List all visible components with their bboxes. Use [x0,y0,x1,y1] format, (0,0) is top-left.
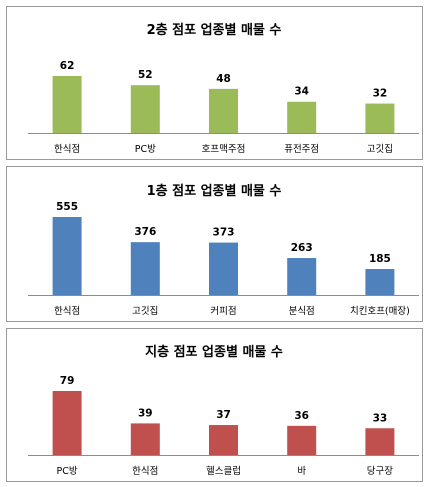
category-label: PC방 [57,466,78,477]
category-label: 한식점 [54,305,80,317]
data-label: 48 [216,73,231,85]
data-label: 39 [138,407,153,419]
category-label: 퓨전주점 [284,143,319,155]
basement-bar-5 [365,428,395,455]
data-label: 185 [369,253,391,265]
chart-floor2: 2층 점포 업종별 매물 수 62 한식점 52 PC방 48 호프맥주점 34 퓨전주점 32 고… [6,6,423,160]
floor2-bar-3 [209,88,238,133]
floor2-bar-1 [52,76,82,133]
category-label: 한식점 [132,465,158,477]
chart-floor1-svg: 1층 점포 업종별 매물 수 555 한식점 376 고깃집 373 커피점 263 분식점 18… [28,183,419,317]
basement-bar-1 [52,391,82,455]
data-label: 32 [373,88,388,100]
data-label: 79 [60,375,75,387]
category-label: 고깃집 [367,143,393,155]
category-label: 치킨호프(매장) [350,305,410,317]
data-label: 33 [373,412,388,424]
chart-floor1: 1층 점포 업종별 매물 수 555 한식점 376 고깃집 373 커피점 263 분식점 18… [6,166,423,322]
floor1-bar-4 [287,258,317,295]
chart-basement: 지층 점포 업종별 매물 수 79 PC방 39 한식점 37 헬스클럽 36 바 33 당구장 [6,328,423,482]
category-label: 분식점 [289,305,315,317]
category-label: 호프맥주점 [202,143,246,155]
data-label: 263 [291,242,313,254]
data-label: 555 [56,201,78,213]
data-label: 34 [294,86,309,98]
floor2-bar-4 [287,101,317,133]
category-label: 커피점 [210,305,236,317]
data-label: 36 [294,410,309,422]
category-label: 한식점 [54,143,80,155]
chart-title: 1층 점포 업종별 매물 수 [147,183,282,199]
basement-bar-2 [130,423,160,455]
category-label: PC방 [135,144,156,155]
basement-bar-4 [287,425,317,455]
category-label: 바 [297,466,306,477]
floor1-bar-3 [209,242,238,295]
data-label: 373 [213,227,235,239]
data-label: 376 [134,226,156,238]
basement-bar-3 [209,425,238,455]
floor2-bar-2 [130,85,160,133]
chart-floor2-svg: 2층 점포 업종별 매물 수 62 한식점 52 PC방 48 호프맥주점 34 퓨전주점 32 고… [28,22,419,155]
chart-title: 지층 점포 업종별 매물 수 [145,344,283,360]
category-label: 고깃집 [132,305,158,317]
data-label: 52 [138,69,153,81]
chart-basement-svg: 지층 점포 업종별 매물 수 79 PC방 39 한식점 37 헬스클럽 36 바 33 당구장 [28,344,419,477]
category-label: 헬스클럽 [206,466,241,477]
floor1-bar-5 [365,269,395,295]
category-label: 당구장 [367,466,393,477]
floor1-bar-1 [52,217,82,295]
data-label: 62 [60,60,75,72]
data-label: 37 [216,409,231,421]
floor2-bar-5 [365,103,395,133]
floor1-bar-2 [130,242,160,295]
chart-title: 2층 점포 업종별 매물 수 [147,22,282,38]
